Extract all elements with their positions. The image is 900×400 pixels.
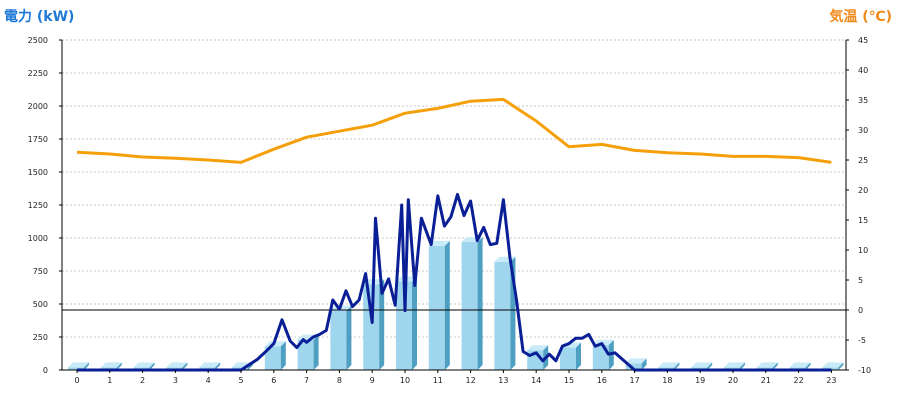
left-tick-label: 250 bbox=[33, 333, 48, 342]
left-tick-label: 1750 bbox=[28, 135, 48, 144]
left-axis-title: 電力 (kW) bbox=[4, 9, 75, 25]
bar-side bbox=[412, 276, 417, 370]
x-tick-label: 11 bbox=[433, 376, 443, 385]
x-tick-label: 9 bbox=[370, 376, 375, 385]
right-tick-label: -10 bbox=[858, 366, 871, 375]
x-tick-label: 16 bbox=[597, 376, 607, 385]
bar bbox=[461, 241, 478, 370]
x-tick-label: 4 bbox=[206, 376, 211, 385]
bar bbox=[68, 367, 84, 370]
bar bbox=[396, 281, 412, 370]
right-tick-label: 25 bbox=[858, 156, 868, 165]
bar-side bbox=[576, 342, 581, 370]
right-tick-label: 45 bbox=[858, 36, 868, 45]
bar-top bbox=[100, 362, 122, 368]
x-tick-label: 23 bbox=[826, 376, 836, 385]
bar-side bbox=[674, 362, 680, 370]
left-tick-label: 0 bbox=[43, 366, 48, 375]
bar-side bbox=[838, 362, 844, 370]
power-line bbox=[77, 192, 832, 372]
bar bbox=[560, 347, 576, 370]
bar-top bbox=[691, 362, 713, 368]
right-tick-label: 15 bbox=[858, 216, 868, 225]
left-tick-label: 1000 bbox=[28, 234, 48, 243]
bar-top bbox=[428, 240, 450, 246]
x-tick-label: 14 bbox=[531, 376, 541, 385]
bar-top bbox=[133, 362, 155, 368]
x-tick-label: 15 bbox=[564, 376, 574, 385]
bar-top bbox=[756, 362, 778, 368]
bar bbox=[494, 261, 511, 370]
x-tick-label: 20 bbox=[728, 376, 738, 385]
bar-side bbox=[707, 362, 713, 370]
bar-side bbox=[280, 341, 286, 370]
left-tick-label: 1500 bbox=[28, 168, 48, 177]
bar-side bbox=[772, 362, 778, 370]
x-tick-label: 0 bbox=[74, 376, 79, 385]
x-tick-label: 5 bbox=[238, 376, 243, 385]
bar-side bbox=[444, 240, 450, 370]
bar bbox=[625, 363, 642, 370]
x-tick-label: 3 bbox=[173, 376, 178, 385]
bar-side bbox=[149, 362, 155, 370]
bar bbox=[297, 339, 314, 370]
bar-side bbox=[346, 305, 352, 370]
bar-side bbox=[477, 236, 483, 370]
right-axis-title: 気温 (℃) bbox=[829, 9, 892, 25]
right-tick-label: 0 bbox=[858, 306, 863, 315]
bar-top bbox=[822, 362, 844, 368]
bar-side bbox=[182, 362, 188, 370]
bar-top bbox=[625, 358, 647, 364]
x-tick-label: 21 bbox=[761, 376, 771, 385]
right-tick-label: 30 bbox=[858, 126, 868, 135]
right-tick-label: 20 bbox=[858, 186, 868, 195]
left-tick-label: 2000 bbox=[28, 102, 48, 111]
left-tick-label: 1250 bbox=[28, 201, 48, 210]
bar-top bbox=[724, 362, 745, 368]
left-tick-label: 2250 bbox=[28, 69, 48, 78]
x-tick-label: 1 bbox=[107, 376, 112, 385]
bar-top bbox=[789, 362, 811, 368]
bar-side bbox=[379, 279, 385, 370]
bar-top bbox=[658, 362, 680, 368]
right-tick-label: 35 bbox=[858, 96, 868, 105]
bar bbox=[330, 310, 347, 370]
left-tick-label: 500 bbox=[33, 300, 48, 309]
bar-side bbox=[84, 362, 89, 370]
x-tick-label: 13 bbox=[498, 376, 508, 385]
bar-top bbox=[68, 362, 89, 368]
x-tick-label: 8 bbox=[337, 376, 342, 385]
bar bbox=[428, 245, 445, 370]
x-tick-label: 17 bbox=[630, 376, 640, 385]
bar bbox=[264, 346, 281, 370]
x-tick-label: 12 bbox=[466, 376, 476, 385]
x-tick-label: 7 bbox=[304, 376, 309, 385]
bar-side bbox=[215, 362, 221, 370]
x-tick-label: 22 bbox=[794, 376, 804, 385]
bar-side bbox=[805, 362, 811, 370]
right-tick-label: 10 bbox=[858, 246, 868, 255]
right-tick-label: 5 bbox=[858, 276, 863, 285]
x-tick-label: 18 bbox=[662, 376, 672, 385]
bar bbox=[363, 284, 380, 370]
bar-side bbox=[740, 362, 745, 370]
bar-side bbox=[641, 358, 647, 370]
right-tick-label: 40 bbox=[858, 66, 868, 75]
bar-side bbox=[116, 362, 122, 370]
x-tick-label: 2 bbox=[140, 376, 145, 385]
right-tick-label: -5 bbox=[858, 336, 866, 345]
x-tick-label: 19 bbox=[695, 376, 705, 385]
bar-side bbox=[313, 334, 319, 370]
left-tick-label: 750 bbox=[33, 267, 48, 276]
bar-top bbox=[166, 362, 188, 368]
bar-top bbox=[527, 345, 549, 351]
bar-top bbox=[199, 362, 221, 368]
left-tick-label: 2500 bbox=[28, 36, 48, 45]
temperature-line bbox=[76, 97, 832, 164]
x-tick-label: 6 bbox=[271, 376, 276, 385]
x-tick-label: 10 bbox=[400, 376, 410, 385]
